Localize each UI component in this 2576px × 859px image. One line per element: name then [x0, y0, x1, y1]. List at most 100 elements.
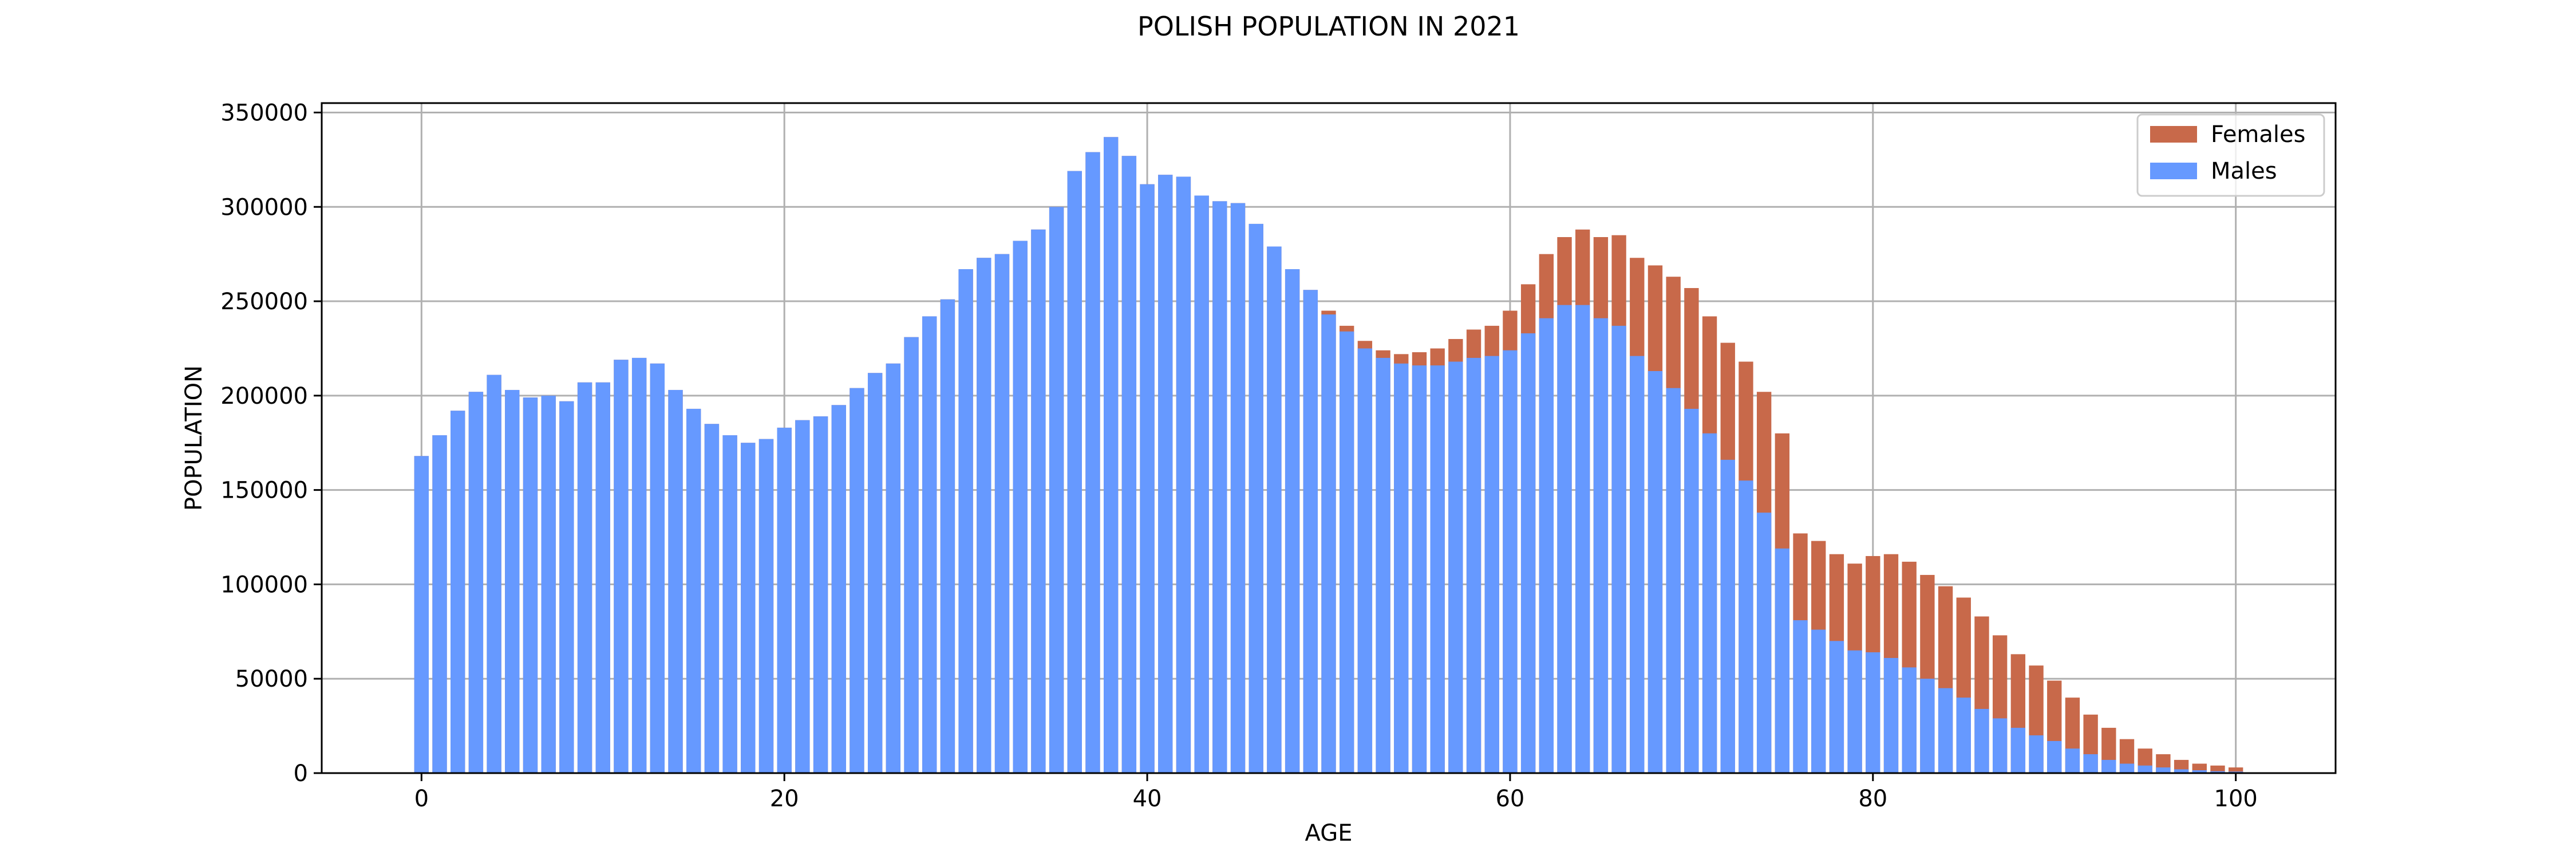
bar-males-age-15 — [686, 408, 701, 773]
bar-males-age-9 — [577, 382, 592, 773]
bar-males-age-14 — [668, 389, 683, 773]
bar-males-age-95 — [2138, 765, 2152, 773]
bar-males-age-10 — [595, 382, 610, 773]
bar-males-age-28 — [922, 316, 937, 773]
bar-males-age-64 — [1575, 305, 1590, 773]
plot-frame — [321, 102, 2337, 774]
bar-males-age-93 — [2101, 759, 2116, 773]
bar-males-age-12 — [631, 357, 647, 773]
bar-males-age-94 — [2119, 763, 2135, 773]
bar-males-age-35 — [1049, 207, 1064, 774]
bar-males-age-92 — [2083, 754, 2098, 773]
bar-males-age-31 — [977, 258, 991, 773]
y-tick-label: 300000 — [220, 194, 308, 220]
bar-males-age-86 — [1974, 708, 1989, 773]
legend-swatch-males — [2150, 163, 2197, 179]
bar-males-age-18 — [741, 443, 756, 773]
legend-swatch-females — [2150, 126, 2197, 143]
bar-males-age-63 — [1557, 305, 1572, 773]
bar-males-age-58 — [1466, 357, 1481, 773]
bar-males-age-89 — [2029, 735, 2044, 773]
bar-males-age-82 — [1902, 667, 1917, 773]
bar-males-age-20 — [777, 427, 792, 773]
bar-males-age-69 — [1666, 388, 1681, 773]
bar-females-age-100 — [2229, 767, 2243, 773]
bar-males-age-67 — [1630, 356, 1645, 773]
bar-males-age-25 — [867, 373, 883, 773]
y-axis-label: POPULATION — [181, 365, 207, 511]
y-tick-label: 0 — [294, 761, 308, 787]
bar-males-age-4 — [487, 375, 501, 773]
bar-males-age-52 — [1357, 348, 1373, 773]
y-tick-label: 200000 — [220, 383, 308, 409]
bar-males-age-49 — [1303, 290, 1318, 773]
bar-males-age-34 — [1031, 229, 1046, 773]
x-tick-label: 60 — [1495, 786, 1524, 812]
bar-males-age-61 — [1520, 333, 1536, 773]
bar-males-age-98 — [2192, 770, 2207, 773]
bar-males-age-29 — [940, 299, 955, 773]
x-tick-label: 40 — [1133, 786, 1162, 812]
bar-males-age-66 — [1611, 325, 1626, 773]
bar-males-age-0 — [414, 456, 429, 773]
bar-males-age-57 — [1448, 361, 1463, 773]
bar-males-age-65 — [1593, 318, 1609, 773]
bar-males-age-91 — [2065, 748, 2080, 773]
y-tick-label: 150000 — [220, 478, 308, 504]
bar-males-age-83 — [1920, 679, 1935, 773]
x-tick-label: 80 — [1858, 786, 1887, 812]
bar-males-age-55 — [1412, 365, 1427, 773]
bar-males-age-60 — [1503, 350, 1518, 773]
y-tick-label: 250000 — [220, 289, 308, 315]
x-tick-label: 20 — [770, 786, 799, 812]
bar-males-age-19 — [758, 439, 774, 773]
axis-ticks: 0 50000 100000 150000 200000 250000 300000 3500… — [220, 100, 2258, 812]
bar-males-age-6 — [523, 397, 538, 773]
chart-title: POLISH POPULATION IN 2021 — [1137, 11, 1520, 42]
bar-males-age-47 — [1267, 246, 1282, 773]
bar-males-age-41 — [1158, 175, 1173, 773]
bar-males-age-43 — [1194, 195, 1209, 774]
bar-males-age-53 — [1376, 357, 1390, 773]
bar-males-age-84 — [1938, 688, 1953, 773]
bar-males-age-44 — [1212, 201, 1227, 774]
bar-males-age-50 — [1321, 314, 1336, 773]
bar-males-age-68 — [1647, 371, 1663, 773]
bar-males-age-38 — [1103, 137, 1119, 773]
bar-males-age-22 — [813, 416, 828, 773]
bars — [414, 137, 2243, 774]
x-axis-label: AGE — [1305, 820, 1353, 846]
bar-males-age-27 — [904, 337, 919, 773]
bar-males-age-77 — [1811, 629, 1826, 773]
bar-males-age-24 — [850, 388, 864, 773]
bar-males-age-17 — [722, 435, 737, 773]
bar-males-age-40 — [1140, 184, 1155, 774]
bar-males-age-54 — [1394, 363, 1409, 773]
bar-males-age-45 — [1230, 203, 1246, 774]
bar-males-age-59 — [1484, 356, 1499, 773]
bar-males-age-85 — [1956, 698, 1971, 773]
x-tick-label: 0 — [414, 786, 429, 812]
bar-males-age-80 — [1866, 652, 1880, 773]
bar-males-age-3 — [468, 392, 484, 773]
bar-males-age-87 — [1992, 718, 2008, 773]
bar-males-age-39 — [1121, 156, 1137, 773]
bar-males-age-37 — [1085, 152, 1100, 773]
bar-males-age-5 — [505, 389, 520, 773]
bar-males-age-72 — [1720, 459, 1735, 773]
bar-males-age-13 — [650, 363, 665, 773]
bar-males-age-51 — [1340, 331, 1354, 773]
bar-males-age-7 — [541, 395, 556, 773]
bar-males-age-70 — [1684, 408, 1699, 773]
bar-males-age-78 — [1829, 641, 1844, 773]
bar-males-age-81 — [1883, 657, 1899, 773]
y-tick-label: 50000 — [235, 666, 308, 692]
legend-label-males: Males — [2211, 158, 2277, 184]
bar-males-age-74 — [1756, 513, 1772, 773]
bar-males-age-76 — [1793, 620, 1808, 773]
bar-males-age-42 — [1176, 176, 1191, 774]
legend-label-females: Females — [2211, 121, 2305, 148]
bar-males-age-73 — [1739, 480, 1753, 773]
bar-males-age-1 — [432, 435, 447, 773]
